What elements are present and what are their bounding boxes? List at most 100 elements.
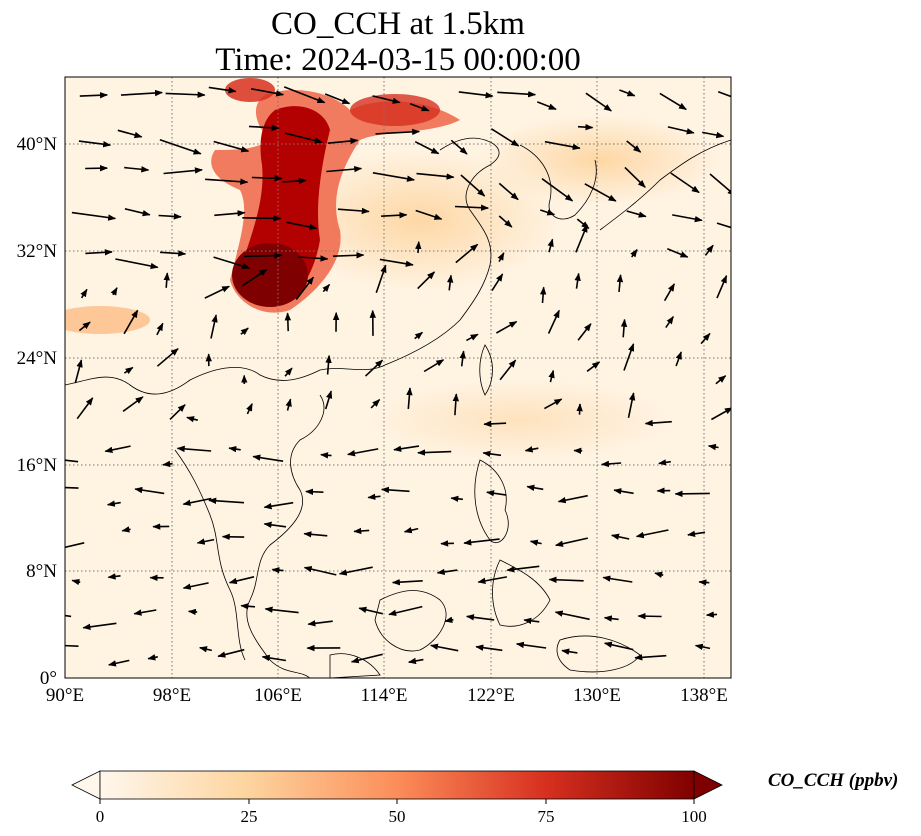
colorbar-label: CO_CCH (ppbv) <box>768 770 899 791</box>
wind-arrow <box>619 89 636 97</box>
wind-arrow <box>159 250 187 257</box>
wind-arrow <box>674 490 710 497</box>
colorbar-extend-min <box>71 770 101 800</box>
wind-arrow <box>430 643 459 652</box>
wind-arrow <box>337 207 370 215</box>
wind-arrow <box>423 359 445 373</box>
wind-arrow <box>332 252 365 259</box>
wind-arrow <box>213 140 250 153</box>
wind-arrow <box>635 529 669 539</box>
lat-tick-label: 8°N <box>26 561 57 582</box>
wind-arrow <box>623 343 635 371</box>
co-field-korea <box>480 115 720 205</box>
wind-arrow <box>455 243 479 264</box>
wind-arrow <box>169 404 186 420</box>
wind-arrow <box>672 214 703 223</box>
wind-arrow <box>283 86 326 104</box>
wind-arrow <box>506 565 540 573</box>
lon-tick-label: 90°E <box>46 685 84 706</box>
wind-arrow <box>497 91 537 98</box>
wind-arrow <box>654 571 664 578</box>
map-panel <box>65 77 731 678</box>
wind-arrow <box>486 490 507 497</box>
wind-arrow <box>459 350 466 367</box>
wind-arrow <box>196 538 215 545</box>
wind-arrow <box>446 274 454 291</box>
wind-vectors <box>65 86 731 667</box>
wind-arrow <box>624 166 646 188</box>
wind-arrow <box>303 566 337 576</box>
wind-arrow <box>120 89 163 97</box>
wind-arrow <box>350 653 383 664</box>
wind-arrow <box>415 209 443 220</box>
wind-arrow <box>450 495 463 503</box>
wind-arrow <box>252 454 284 462</box>
wind-arrow <box>80 288 88 299</box>
wind-arrow <box>147 654 158 661</box>
wind-arrow <box>107 573 121 580</box>
wind-arrow <box>577 323 592 341</box>
wind-arrow <box>124 166 150 173</box>
wind-arrow <box>65 542 85 549</box>
wind-arrow <box>497 252 505 262</box>
wind-arrow <box>483 420 507 428</box>
wind-arrow <box>603 641 634 651</box>
wind-arrow <box>576 403 583 415</box>
wind-arrow <box>585 92 612 112</box>
wind-arrow <box>122 396 144 412</box>
wind-arrow <box>241 268 268 287</box>
wind-arrow <box>286 221 318 231</box>
wind-arrow <box>248 124 280 132</box>
wind-arrow <box>414 140 440 155</box>
wind-arrow <box>123 309 139 335</box>
wind-arrow <box>707 443 719 451</box>
wind-arrow <box>284 367 293 377</box>
wind-arrow <box>554 610 590 621</box>
wind-arrow <box>264 606 299 614</box>
wind-arrow <box>694 643 711 651</box>
wind-arrow <box>199 646 212 653</box>
wind-arrow <box>491 273 504 292</box>
wind-arrow <box>417 271 435 290</box>
wind-arrow <box>463 538 500 546</box>
wind-arrow <box>675 351 682 367</box>
wind-arrow <box>475 644 503 652</box>
wind-arrow <box>561 648 578 655</box>
wind-arrow <box>242 215 282 222</box>
wind-arrow <box>65 644 79 647</box>
wind-arrow <box>586 361 601 372</box>
wind-arrow <box>240 603 256 610</box>
colorbar-tick-label: 50 <box>389 807 406 826</box>
wind-arrow <box>711 407 731 421</box>
wind-arrow <box>324 93 351 105</box>
wind-arrow <box>65 486 79 489</box>
lon-tick-label: 114°E <box>361 685 408 706</box>
wind-arrow <box>228 445 241 453</box>
wind-arrow <box>498 182 519 201</box>
wind-arrow <box>417 449 452 456</box>
wind-arrow <box>381 486 410 494</box>
wind-arrow <box>353 527 370 535</box>
wind-arrow <box>182 497 212 506</box>
colorbar-tick-label: 25 <box>241 807 258 826</box>
wind-arrow <box>325 354 332 375</box>
wind-arrow <box>547 309 560 334</box>
wind-arrow <box>626 140 642 153</box>
wind-arrow <box>204 285 231 299</box>
wind-arrow <box>526 484 544 491</box>
wind-arrow <box>79 92 108 99</box>
wind-arrow <box>71 578 81 586</box>
wind-arrow <box>298 255 329 262</box>
wind-arrow <box>163 167 203 175</box>
lat-tick-label: 0° <box>40 668 57 689</box>
wind-arrow <box>627 392 636 418</box>
wind-arrow <box>282 177 307 185</box>
lat-tick-label: 16°N <box>17 455 58 476</box>
wind-arrow <box>666 248 689 258</box>
wind-arrow <box>611 533 630 540</box>
co-plume-northwest <box>225 78 275 102</box>
wind-arrow <box>555 537 588 547</box>
wind-arrow <box>644 419 672 427</box>
lon-tick-label: 98°E <box>153 685 191 706</box>
